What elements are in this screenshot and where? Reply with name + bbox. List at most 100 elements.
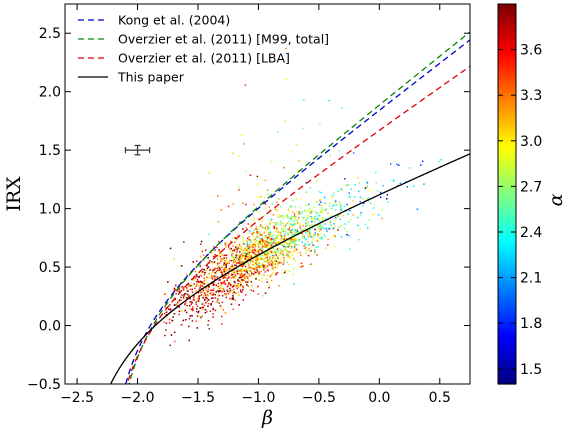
scatter-point [218, 287, 221, 290]
scatter-point [239, 244, 241, 247]
scatter-point [214, 278, 216, 280]
scatter-point [205, 296, 207, 299]
colorbar-segment [498, 371, 516, 376]
scatter-point [195, 285, 197, 287]
scatter-point [175, 284, 177, 286]
scatter-point [265, 239, 268, 241]
scatter-point [396, 163, 398, 165]
scatter-point [282, 215, 284, 217]
scatter-point [288, 257, 291, 259]
scatter-point [256, 231, 258, 233]
scatter-point [213, 287, 215, 290]
scatter-point [310, 263, 312, 265]
scatter-point [215, 284, 217, 287]
scatter-point [339, 201, 341, 203]
scatter-point [286, 228, 289, 231]
scatter-point [261, 220, 264, 222]
scatter-point [256, 235, 259, 237]
scatter-point [181, 286, 183, 288]
scatter-point [194, 277, 196, 280]
scatter-point [276, 256, 279, 258]
scatter-point [294, 260, 297, 262]
scatter-point [241, 256, 244, 259]
scatter-point [280, 220, 282, 223]
scatter-point [201, 271, 204, 273]
scatter-point [285, 252, 287, 254]
scatter-point [221, 272, 223, 275]
scatter-point [234, 299, 236, 302]
scatter-point [214, 293, 216, 296]
scatter-point [232, 308, 234, 310]
colorbar-segment [498, 111, 516, 116]
scatter-point [209, 260, 211, 262]
colorbar-segment [498, 374, 516, 379]
y-tick-label: −0.5 [27, 377, 61, 393]
scatter-point [223, 257, 225, 259]
colorbar-segment [498, 184, 516, 189]
scatter-point [369, 202, 372, 204]
scatter-point [182, 288, 185, 290]
scatter-point [416, 208, 419, 210]
scatter-point [218, 279, 220, 282]
scatter-point [238, 243, 241, 246]
scatter-point [252, 244, 255, 247]
scatter-point [186, 304, 188, 307]
scatter-point [258, 246, 260, 248]
scatter-point [216, 264, 219, 266]
scatter-point [349, 206, 352, 208]
scatter-point [321, 211, 323, 214]
colorbar-segment [498, 83, 516, 87]
scatter-point [264, 292, 267, 294]
scatter-point [279, 206, 282, 208]
scatter-point [207, 324, 209, 326]
scatter-point [319, 230, 321, 232]
scatter-point [288, 226, 291, 229]
scatter-point [224, 254, 226, 256]
scatter-point [233, 248, 236, 250]
colorbar-segment [498, 289, 516, 293]
scatter-point [283, 166, 285, 169]
scatter-point [239, 260, 241, 263]
scatter-point [239, 289, 242, 291]
colorbar-segment [498, 89, 516, 94]
scatter-point [214, 267, 216, 269]
scatter-point [326, 208, 328, 210]
scatter-point [253, 263, 256, 265]
scatter-point [203, 271, 206, 274]
colorbar-segment [498, 190, 516, 195]
scatter-point [272, 252, 275, 255]
scatter-point [310, 216, 313, 218]
scatter-point [192, 308, 194, 310]
scatter-point [305, 225, 307, 227]
scatter-point [289, 243, 291, 246]
scatter-point [311, 227, 313, 230]
scatter-point [219, 287, 222, 289]
scatter-point [272, 235, 274, 237]
scatter-point [266, 238, 269, 241]
scatter-point [188, 317, 191, 320]
scatter-point [269, 231, 272, 234]
scatter-point [213, 268, 215, 271]
scatter-point [359, 196, 362, 198]
scatter-point [352, 214, 354, 216]
scatter-point [259, 257, 261, 260]
scatter-point [298, 160, 300, 162]
scatter-point [308, 235, 310, 237]
scatter-point [228, 246, 230, 248]
scatter-point [330, 214, 333, 216]
scatter-point [275, 273, 277, 276]
scatter-point [220, 290, 223, 293]
scatter-point [279, 257, 282, 260]
scatter-point [275, 242, 278, 244]
scatter-point [319, 201, 322, 203]
scatter-point [295, 239, 297, 242]
scatter-point [201, 315, 203, 317]
scatter-point [188, 339, 190, 342]
scatter-point [249, 254, 252, 256]
scatter-point [244, 170, 247, 172]
scatter-point [245, 203, 247, 206]
scatter-point [227, 205, 230, 208]
scatter-point [310, 235, 312, 238]
scatter-point [318, 219, 320, 222]
scatter-point [340, 224, 342, 227]
